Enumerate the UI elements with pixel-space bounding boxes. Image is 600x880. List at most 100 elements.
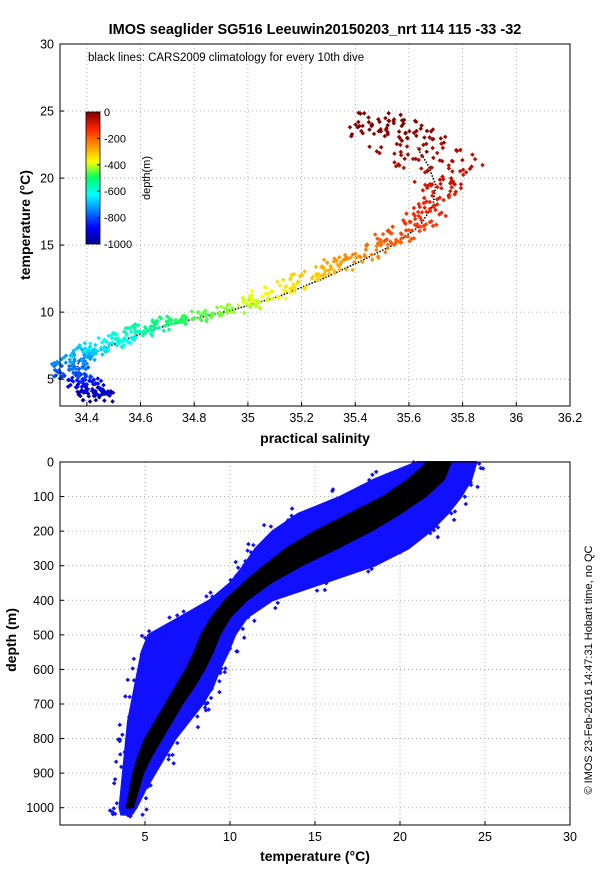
ts-glider-point <box>195 310 200 315</box>
ts-glider-point <box>70 353 75 359</box>
depth-x-label: temperature (°C) <box>260 848 370 864</box>
ts-glider-point <box>439 210 444 215</box>
depth-glider-point <box>458 488 464 494</box>
ts-glider-point <box>424 185 430 191</box>
depth-y-tick-label: 800 <box>33 732 54 746</box>
depth-glider-point <box>302 515 308 520</box>
ts-glider-point <box>302 286 307 292</box>
ts-glider-point <box>403 228 409 233</box>
ts-glider-point <box>110 399 115 404</box>
ts-plot-area <box>60 44 570 406</box>
ts-glider-point <box>283 284 289 289</box>
ts-glider-point <box>344 255 349 260</box>
ts-glider-point <box>349 131 355 137</box>
ts-glider-point <box>407 219 412 224</box>
ts-glider-point <box>152 320 158 325</box>
ts-glider-point <box>404 211 409 216</box>
ts-y-tick-label: 15 <box>40 239 54 253</box>
ts-glider-point <box>75 374 81 379</box>
ts-x-tick-label: 35.2 <box>289 411 313 425</box>
ts-glider-point <box>288 290 293 295</box>
ts-glider-point <box>296 279 301 285</box>
ts-glider-point <box>291 271 297 277</box>
depth-glider-point <box>435 534 441 540</box>
ts-glider-point <box>385 228 390 234</box>
ts-glider-point <box>337 255 342 260</box>
ts-glider-point <box>101 391 107 397</box>
depth-glider-point <box>418 462 424 467</box>
ts-x-tick-label: 34.8 <box>182 411 206 425</box>
ts-glider-point <box>367 127 372 132</box>
ts-glider-point <box>222 306 228 311</box>
ts-glider-point <box>96 335 101 341</box>
ts-glider-point <box>390 224 395 229</box>
ts-glider-point <box>132 322 138 327</box>
ts-glider-point <box>470 152 475 157</box>
ts-glider-point <box>95 392 100 397</box>
ts-glider-point <box>236 303 241 308</box>
ts-glider-point <box>422 135 427 140</box>
ts-climatology-line <box>75 146 437 398</box>
ts-glider-point <box>337 266 342 272</box>
ts-glider-point <box>249 295 254 301</box>
ts-glider-point <box>283 296 288 301</box>
ts-glider-point <box>106 342 112 347</box>
depth-glider-point <box>451 517 457 523</box>
ts-glider-point <box>313 264 319 270</box>
depth-glider-point <box>322 587 328 593</box>
ts-glider-point <box>325 260 330 265</box>
ts-glider-point <box>382 133 388 139</box>
ts-glider-point <box>419 166 424 171</box>
ts-glider-point <box>128 340 133 346</box>
ts-glider-point <box>328 263 333 269</box>
depth-glider-point <box>289 506 295 511</box>
ts-glider-point <box>292 289 297 294</box>
ts-glider-point <box>106 333 111 339</box>
ts-glider-point <box>84 388 90 393</box>
ts-glider-point <box>434 197 440 202</box>
ts-glider-point <box>332 268 337 274</box>
ts-glider-point <box>446 163 452 168</box>
ts-glider-point <box>231 309 237 315</box>
ts-glider-point <box>362 254 368 259</box>
ts-glider-point <box>217 310 222 315</box>
depth-glider-point <box>263 594 268 600</box>
depth-glider-point <box>338 498 343 504</box>
ts-glider-point <box>412 179 417 185</box>
ts-x-tick-label: 35.6 <box>397 411 421 425</box>
ts-glider-point <box>126 326 131 331</box>
ts-glider-point <box>228 309 234 315</box>
depth-glider-point <box>261 522 267 528</box>
ts-glider-point <box>404 135 410 141</box>
depth-glider-point <box>468 482 474 488</box>
depth-glider-point <box>268 524 274 529</box>
ts-glider-point <box>398 142 403 148</box>
ts-glider-point <box>350 252 356 257</box>
ts-glider-point <box>148 324 154 330</box>
depth-glider-point <box>462 494 468 500</box>
depth-y-tick-label: 200 <box>33 525 54 539</box>
ts-glider-point <box>321 257 327 263</box>
ts-y-ticks: 5 10 15 20 25 30 <box>40 38 64 387</box>
ts-glider-point <box>424 149 429 155</box>
ts-panel: 34.4 34.6 34.8 35 35.2 35.4 35.6 35.8 36 36.2 5 10… <box>17 38 582 447</box>
ts-glider-point <box>427 199 433 205</box>
depth-x-tick-label: 15 <box>308 830 322 844</box>
ts-glider-point <box>383 250 388 255</box>
ts-climatology-series <box>75 146 437 398</box>
depth-glider-point <box>346 502 352 507</box>
depth-glider-point <box>435 525 441 530</box>
ts-glider-point <box>101 382 106 388</box>
ts-glider-point <box>376 255 381 261</box>
depth-glider-point <box>398 541 404 546</box>
ts-y-tick-label: 25 <box>40 105 54 119</box>
ts-glider-point <box>321 265 326 270</box>
ts-glider-point <box>434 222 439 228</box>
depth-y-tick-label: 100 <box>33 490 54 504</box>
ts-glider-point <box>421 200 427 206</box>
depth-glider-point <box>330 488 335 494</box>
ts-glider-point <box>448 176 454 181</box>
ts-glider-point <box>240 295 245 301</box>
ts-glider-point <box>280 277 286 282</box>
ts-glider-point <box>385 242 391 247</box>
